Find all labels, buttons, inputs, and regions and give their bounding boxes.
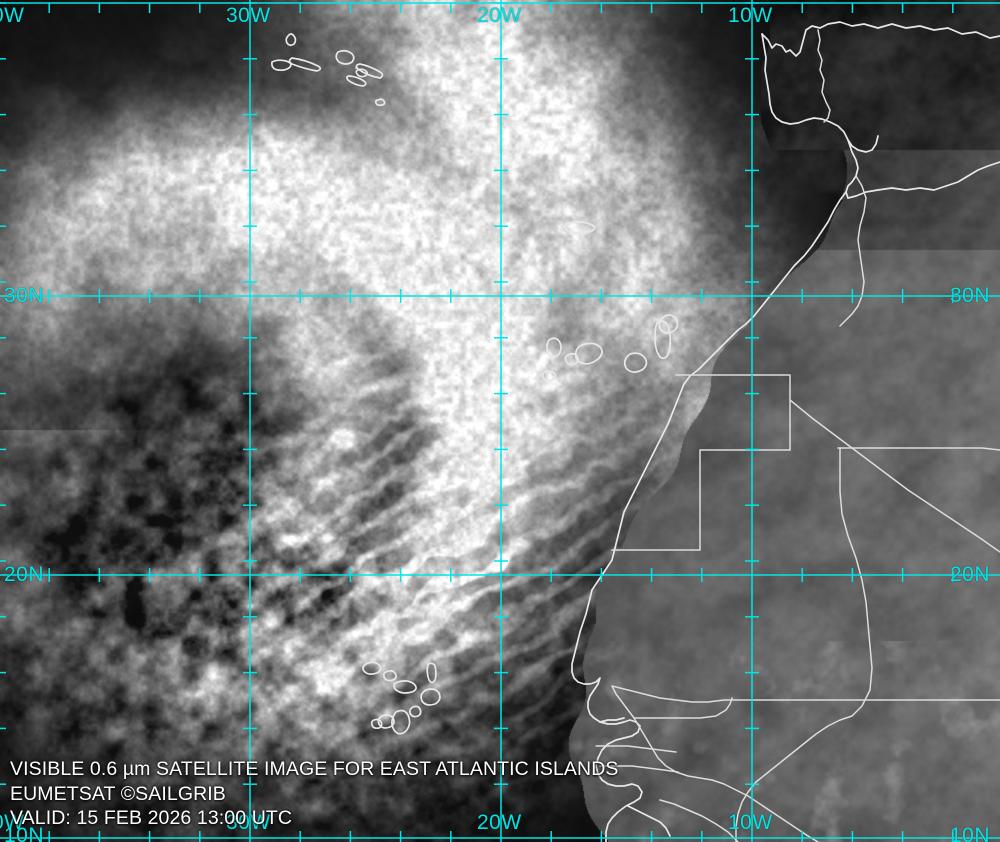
island-selvagens	[374, 98, 386, 107]
coastline-layer	[271, 21, 1000, 842]
lon-label-bottom-10w: 10W	[728, 811, 773, 834]
border-mali-southwest	[735, 719, 841, 842]
border-senegal-gambia-south	[599, 765, 679, 773]
island-santo-antao	[362, 661, 382, 675]
island-azores-sao-miguel	[355, 68, 369, 78]
coastline-portugal-west	[761, 33, 879, 153]
border-mauritania-senegal	[611, 685, 1000, 703]
island-gran-canaria	[623, 352, 648, 373]
island-sao-vicente	[382, 669, 397, 682]
island-madeira-group	[355, 63, 384, 79]
border-guinea-bissau	[659, 799, 739, 842]
border-mali-north	[837, 447, 1000, 451]
graticule-minor-ticks	[0, 2, 954, 842]
island-la-palma	[546, 337, 562, 359]
lon-label-bottom-40w: 0W	[0, 811, 25, 834]
caption-line-source: EUMETSAT ©SAILGRIB	[10, 782, 226, 805]
island-boa-vista	[420, 688, 441, 706]
border-senegal-south	[633, 717, 819, 842]
coastline-bissagos	[627, 805, 671, 837]
political-border-layer	[595, 29, 1000, 842]
island-azores-flores	[285, 33, 297, 47]
lon-label-top-40w: 0W	[0, 4, 25, 27]
lat-label-right-10n: 10N	[950, 824, 991, 842]
lon-label-top-30w: 30W	[226, 4, 271, 27]
coastline-med-north-africa	[847, 161, 1000, 199]
coastline-gambia-river-mouth	[599, 717, 625, 723]
island-madeira	[346, 75, 367, 87]
island-porto-santo	[563, 221, 596, 234]
image-caption: VISIBLE 0.6 µm SATELLITE IMAGE FOR EAST …	[10, 757, 619, 831]
border-mali-mauritania	[839, 447, 873, 721]
border-western-sahara-north	[675, 374, 791, 451]
lon-label-bottom-30w: 30W	[226, 811, 271, 834]
lon-label-top-10w: 10W	[728, 4, 773, 27]
island-brava	[370, 718, 383, 730]
coastline-nw-africa	[579, 191, 847, 633]
lat-label-left-10n: 10N	[4, 824, 45, 842]
coastline-iberia	[761, 21, 1000, 57]
island-sao-nicolau	[393, 680, 417, 694]
island-azores-faial	[271, 59, 292, 72]
caption-line-product: VISIBLE 0.6 µm SATELLITE IMAGE FOR EAST …	[10, 758, 619, 780]
island-lanzarote	[658, 314, 679, 334]
island-fogo	[377, 714, 395, 729]
lat-label-right-30n: 30N	[950, 284, 991, 307]
lon-label-bottom-20w: 20W	[477, 811, 522, 834]
border-morocco-algeria	[839, 175, 867, 327]
border-portugal-spain	[817, 29, 831, 123]
caption-line-valid: VALID: 15 FEB 2026 13:00 UTC	[10, 807, 293, 829]
lat-label-left-30n: 30N	[4, 284, 45, 307]
border-senegal-east	[611, 685, 733, 719]
lat-label-right-20n: 20N	[950, 563, 991, 586]
island-el-hierro	[541, 370, 557, 382]
island-sal	[426, 662, 437, 684]
island-azores-terceira	[335, 49, 355, 65]
island-azores-pico	[288, 57, 322, 72]
lat-label-left-20n: 20N	[4, 563, 45, 586]
island-fuerteventura	[654, 320, 672, 360]
lon-label-top-20w: 20W	[477, 4, 522, 27]
island-tenerife	[574, 342, 603, 365]
border-algeria-mauritania	[789, 399, 1000, 553]
border-senegal-gambia-north	[595, 745, 677, 753]
border-western-sahara-east	[611, 449, 791, 551]
island-maio	[408, 705, 422, 718]
